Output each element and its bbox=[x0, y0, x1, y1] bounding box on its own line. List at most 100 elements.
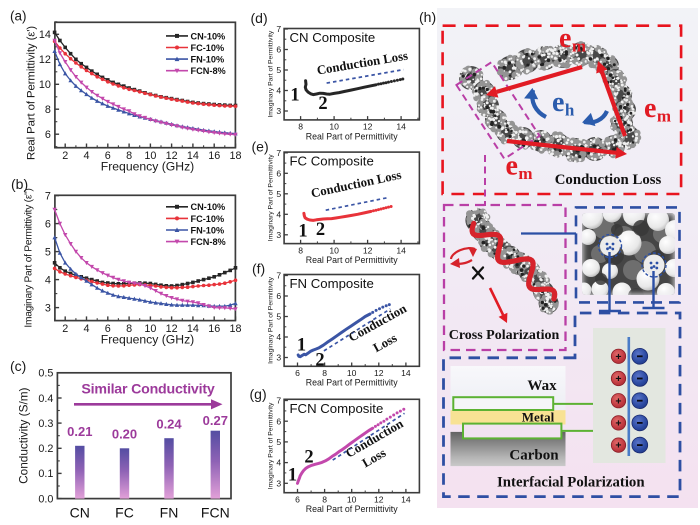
svg-text:e: e bbox=[552, 87, 564, 118]
svg-text:4: 4 bbox=[276, 458, 281, 468]
svg-text:(e): (e) bbox=[252, 139, 269, 155]
svg-text:2: 2 bbox=[316, 220, 325, 240]
svg-text:4: 4 bbox=[83, 323, 89, 335]
svg-text:0.4: 0.4 bbox=[38, 393, 53, 405]
svg-text:7: 7 bbox=[45, 190, 51, 202]
svg-text:Imaginary Part of Permittivity: Imaginary Part of Permittivity (ε") bbox=[24, 188, 35, 327]
svg-text:0.5: 0.5 bbox=[38, 368, 53, 380]
svg-text:12: 12 bbox=[39, 54, 51, 66]
svg-text:1: 1 bbox=[288, 466, 297, 486]
svg-text:4: 4 bbox=[45, 274, 51, 286]
svg-text:12: 12 bbox=[374, 494, 384, 504]
svg-text:6: 6 bbox=[105, 323, 111, 335]
svg-text:+: + bbox=[615, 418, 621, 430]
svg-text:FC-10%: FC-10% bbox=[191, 43, 225, 53]
svg-text:6: 6 bbox=[45, 129, 51, 141]
svg-text:5: 5 bbox=[276, 65, 281, 75]
svg-text:m: m bbox=[518, 164, 532, 183]
svg-text:(a): (a) bbox=[10, 9, 27, 24]
svg-text:+: + bbox=[615, 395, 621, 407]
svg-text:Real Part of Permittivity: Real Part of Permittivity bbox=[306, 131, 399, 141]
svg-text:4: 4 bbox=[83, 150, 89, 162]
svg-text:5: 5 bbox=[276, 189, 281, 199]
svg-text:e: e bbox=[559, 23, 571, 54]
svg-text:10: 10 bbox=[347, 368, 357, 378]
svg-text:8: 8 bbox=[322, 494, 327, 504]
svg-text:7: 7 bbox=[276, 396, 281, 406]
svg-text:e: e bbox=[506, 151, 518, 182]
svg-text:FN: FN bbox=[160, 505, 179, 521]
svg-text:FC: FC bbox=[115, 505, 134, 521]
svg-text:0.27: 0.27 bbox=[203, 413, 228, 428]
svg-text:12: 12 bbox=[363, 245, 373, 255]
svg-text:1: 1 bbox=[290, 86, 299, 106]
svg-text:5: 5 bbox=[276, 312, 281, 322]
svg-text:1: 1 bbox=[297, 336, 306, 356]
svg-text:0.1: 0.1 bbox=[38, 468, 53, 480]
svg-text:FCN-8%: FCN-8% bbox=[191, 237, 226, 247]
svg-text:2: 2 bbox=[62, 323, 68, 335]
svg-text:Interfacial Polarization: Interfacial Polarization bbox=[497, 475, 645, 491]
svg-text:14: 14 bbox=[396, 122, 406, 132]
svg-text:2: 2 bbox=[304, 448, 313, 468]
svg-text:8: 8 bbox=[298, 245, 303, 255]
svg-text:CN-10%: CN-10% bbox=[191, 202, 226, 212]
svg-text:+: + bbox=[615, 440, 621, 452]
svg-text:14: 14 bbox=[401, 368, 411, 378]
svg-text:Conductivity (S/m): Conductivity (S/m) bbox=[17, 387, 31, 483]
svg-text:Imaginary Part of Permittivity: Imaginary Part of Permittivity bbox=[268, 402, 275, 489]
svg-text:12: 12 bbox=[166, 323, 178, 335]
svg-text:5: 5 bbox=[276, 437, 281, 447]
svg-text:4: 4 bbox=[276, 86, 281, 96]
svg-text:7: 7 bbox=[276, 148, 281, 158]
svg-text:FCN-8%: FCN-8% bbox=[191, 66, 226, 76]
svg-text:10: 10 bbox=[347, 494, 357, 504]
svg-text:10: 10 bbox=[329, 245, 339, 255]
svg-text:6: 6 bbox=[276, 45, 281, 55]
svg-text:8: 8 bbox=[45, 104, 51, 116]
svg-text:7: 7 bbox=[276, 24, 281, 34]
svg-text:10: 10 bbox=[144, 323, 156, 335]
svg-text:FN Composite: FN Composite bbox=[290, 276, 374, 291]
svg-text:+: + bbox=[615, 351, 621, 363]
svg-text:10: 10 bbox=[329, 122, 339, 132]
svg-text:0.3: 0.3 bbox=[38, 418, 53, 430]
svg-text:FCN: FCN bbox=[201, 505, 230, 521]
svg-text:(h): (h) bbox=[419, 9, 436, 25]
svg-text:(b): (b) bbox=[11, 176, 28, 192]
svg-text:3: 3 bbox=[276, 106, 281, 116]
svg-text:Wax: Wax bbox=[527, 378, 557, 394]
svg-text:Imaginary Part of Permittivity: Imaginary Part of Permittivity bbox=[268, 30, 275, 117]
svg-text:18: 18 bbox=[229, 323, 241, 335]
svg-text:Metal: Metal bbox=[522, 410, 555, 425]
svg-text:(c): (c) bbox=[10, 358, 26, 374]
svg-text:10: 10 bbox=[144, 150, 156, 162]
svg-text:2: 2 bbox=[318, 94, 327, 114]
svg-text:Similar Conductivity: Similar Conductivity bbox=[81, 382, 214, 398]
svg-text:5: 5 bbox=[45, 246, 51, 258]
svg-text:CN: CN bbox=[70, 505, 90, 521]
svg-text:Imaginary Part of Permittivity: Imaginary Part of Permittivity bbox=[268, 276, 275, 363]
svg-text:8: 8 bbox=[126, 323, 132, 335]
svg-text:14: 14 bbox=[396, 245, 406, 255]
svg-text:FN-10%: FN-10% bbox=[191, 225, 225, 235]
svg-text:10: 10 bbox=[39, 79, 51, 91]
svg-text:Real Part of Permittivity (ε'): Real Part of Permittivity (ε') bbox=[26, 26, 38, 160]
svg-text:h: h bbox=[565, 101, 575, 120]
svg-text:3: 3 bbox=[45, 302, 51, 314]
svg-text:6: 6 bbox=[295, 494, 300, 504]
svg-text:FN-10%: FN-10% bbox=[191, 55, 225, 65]
svg-text:16: 16 bbox=[208, 323, 220, 335]
svg-text:(d): (d) bbox=[251, 10, 268, 26]
svg-text:1: 1 bbox=[298, 222, 307, 242]
svg-text:Conduction Loss: Conduction Loss bbox=[555, 172, 662, 188]
svg-text:Real Part of Permittivity: Real Part of Permittivity bbox=[306, 504, 399, 514]
svg-text:0.20: 0.20 bbox=[112, 427, 137, 442]
svg-text:6: 6 bbox=[105, 150, 111, 162]
svg-text:Cross Polarization: Cross Polarization bbox=[449, 328, 560, 343]
svg-text:m: m bbox=[572, 37, 586, 56]
svg-text:14: 14 bbox=[39, 29, 51, 41]
svg-text:12: 12 bbox=[374, 368, 384, 378]
svg-text:12: 12 bbox=[166, 150, 178, 162]
svg-text:FC Composite: FC Composite bbox=[290, 154, 374, 169]
